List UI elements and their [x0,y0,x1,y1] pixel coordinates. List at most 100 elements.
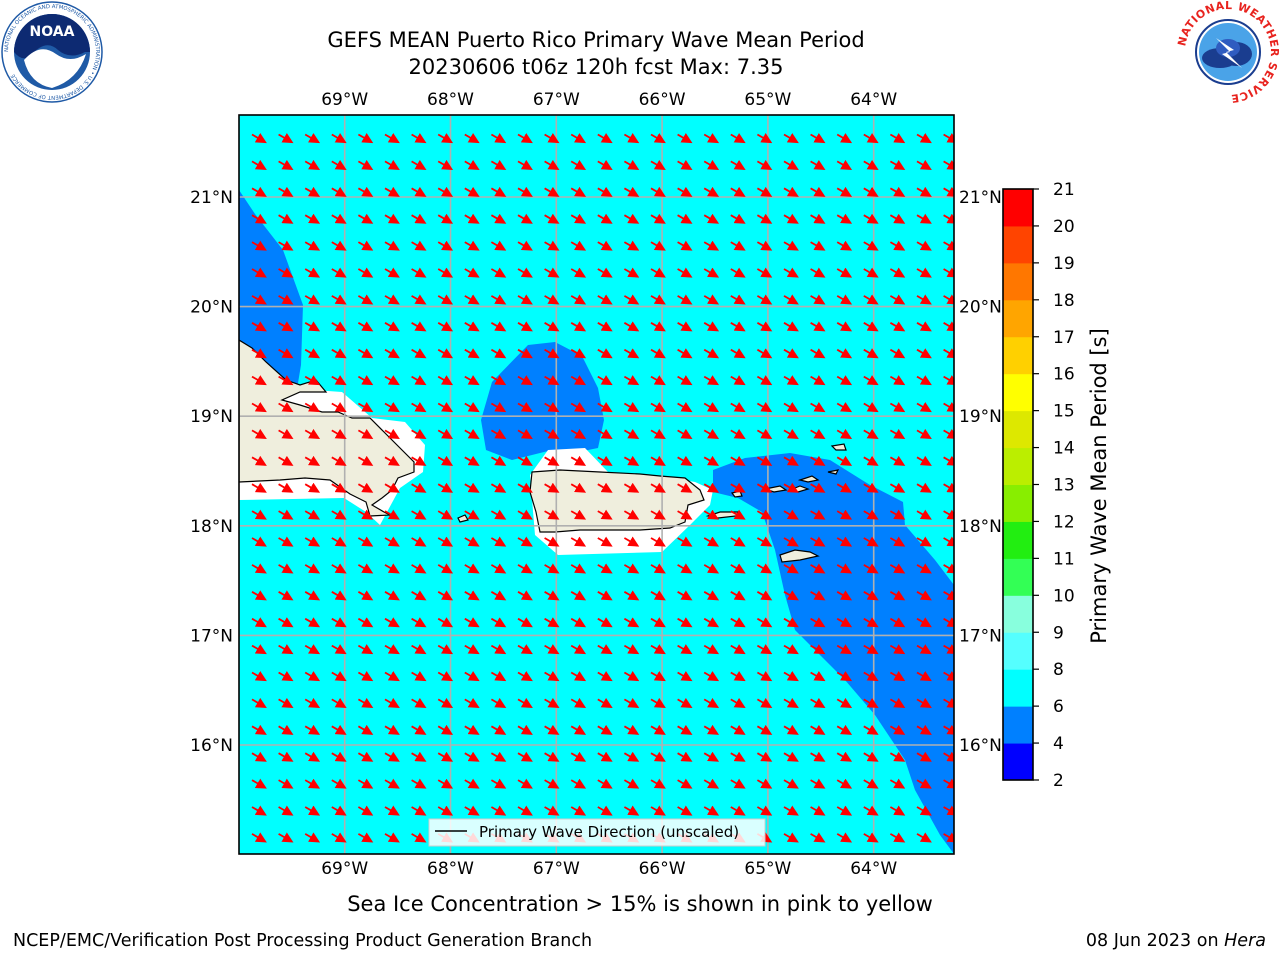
wave-arrow [756,805,773,816]
wave-arrow [810,536,826,547]
wave-arrow [251,375,267,386]
wave-arrow [756,294,773,305]
wave-arrow [570,778,587,789]
lon-label-bottom: 67°W [533,859,580,879]
wave-arrow [570,724,587,735]
wave-arrow [304,751,321,762]
wave-arrow [756,563,773,574]
wave-arrow [889,644,906,655]
wave-arrow [756,428,773,439]
wave-arrow [703,402,720,413]
wave-arrow [836,294,853,305]
wave-arrow [783,267,799,278]
wave-arrow [384,133,400,144]
wave-arrow [490,402,507,413]
wave-arrow [570,375,587,386]
wave-arrow [304,509,321,520]
wave-arrow [889,267,906,278]
wave-arrow [331,805,347,816]
wave-arrow [863,402,879,413]
map-frame [238,114,955,855]
colorbar-segment [1003,706,1033,744]
wave-arrow [810,240,826,251]
wave-arrow [570,186,587,197]
wave-arrow [863,805,879,816]
wave-arrow [570,671,587,682]
wave-arrow [623,267,640,278]
wave-arrow [331,536,347,547]
wave-arrow [597,805,613,816]
sea-ice-note: Sea Ice Concentration > 15% is shown in … [347,892,933,916]
wave-arrow [517,240,533,251]
wave-arrow [331,509,347,520]
chart-title: GEFS MEAN Puerto Rico Primary Wave Mean … [327,28,865,52]
wave-arrow [357,159,374,170]
colorbar-segment [1003,484,1033,522]
wave-arrow [863,267,879,278]
lat-label-left: 19°N [190,407,233,427]
wave-arrow [943,267,954,278]
wave-arrow [411,240,427,251]
wave-arrow [703,240,720,251]
wave-arrow [783,159,799,170]
wave-arrow [437,617,454,628]
wave-arrow [357,133,374,144]
wave-arrow [756,590,773,601]
wave-arrow [943,536,954,547]
wave-arrow [677,482,693,493]
wave-arrow [331,671,347,682]
wave-arrow [677,724,693,735]
wave-arrow [756,617,773,628]
wave-direction-arrows [251,133,954,843]
wave-arrow [889,402,906,413]
wave-arrow [278,428,294,439]
wave-arrow [278,697,294,708]
wave-arrow [943,348,954,359]
wave-arrow [544,348,560,359]
lon-label-top: 64°W [850,90,897,110]
wave-arrow [863,186,879,197]
wave-arrow [357,428,374,439]
wave-arrow [251,617,267,628]
wave-arrow [623,240,640,251]
wave-arrow [916,509,932,520]
wave-arrow [517,724,533,735]
longitude-labels-top: 69°W 68°W 67°W 66°W 65°W 64°W [321,90,897,110]
wave-arrow [597,133,613,144]
wave-arrow [251,133,267,144]
colorbar-segment [1003,225,1033,264]
wave-arrow [411,213,427,224]
wave-arrow [650,133,666,144]
wave-arrow [943,240,954,251]
wave-arrow [517,671,533,682]
wave-arrow [411,455,427,466]
wave-arrow [943,671,954,682]
wave-arrow [863,590,879,601]
wave-arrow [889,805,906,816]
wave-arrow [916,832,932,843]
wave-arrow [810,805,826,816]
colorbar: 2 4 6 8 9 10 11 12 13 14 15 16 17 18 19 20 21 [1002,180,1075,791]
wave-arrow [331,267,347,278]
wave-arrow [836,563,853,574]
wave-arrow [943,159,954,170]
legend-label: Primary Wave Direction (unscaled) [479,823,739,841]
wave-arrow [836,536,853,547]
wave-arrow [756,159,773,170]
wave-arrow [544,778,560,789]
wave-arrow [278,509,294,520]
colorbar-segment [1003,669,1033,707]
wave-arrow [278,159,294,170]
wave-arrow [863,482,879,493]
wave-arrow [677,509,693,520]
wave-arrow [677,294,693,305]
wave-arrow [889,536,906,547]
wave-arrow [863,509,879,520]
wave-arrow [730,240,746,251]
wave-arrow [570,159,587,170]
wave-arrow [437,644,454,655]
wave-arrow [730,590,746,601]
wave-arrow [544,590,560,601]
colorbar-segment [1003,743,1033,781]
wave-arrow [836,402,853,413]
